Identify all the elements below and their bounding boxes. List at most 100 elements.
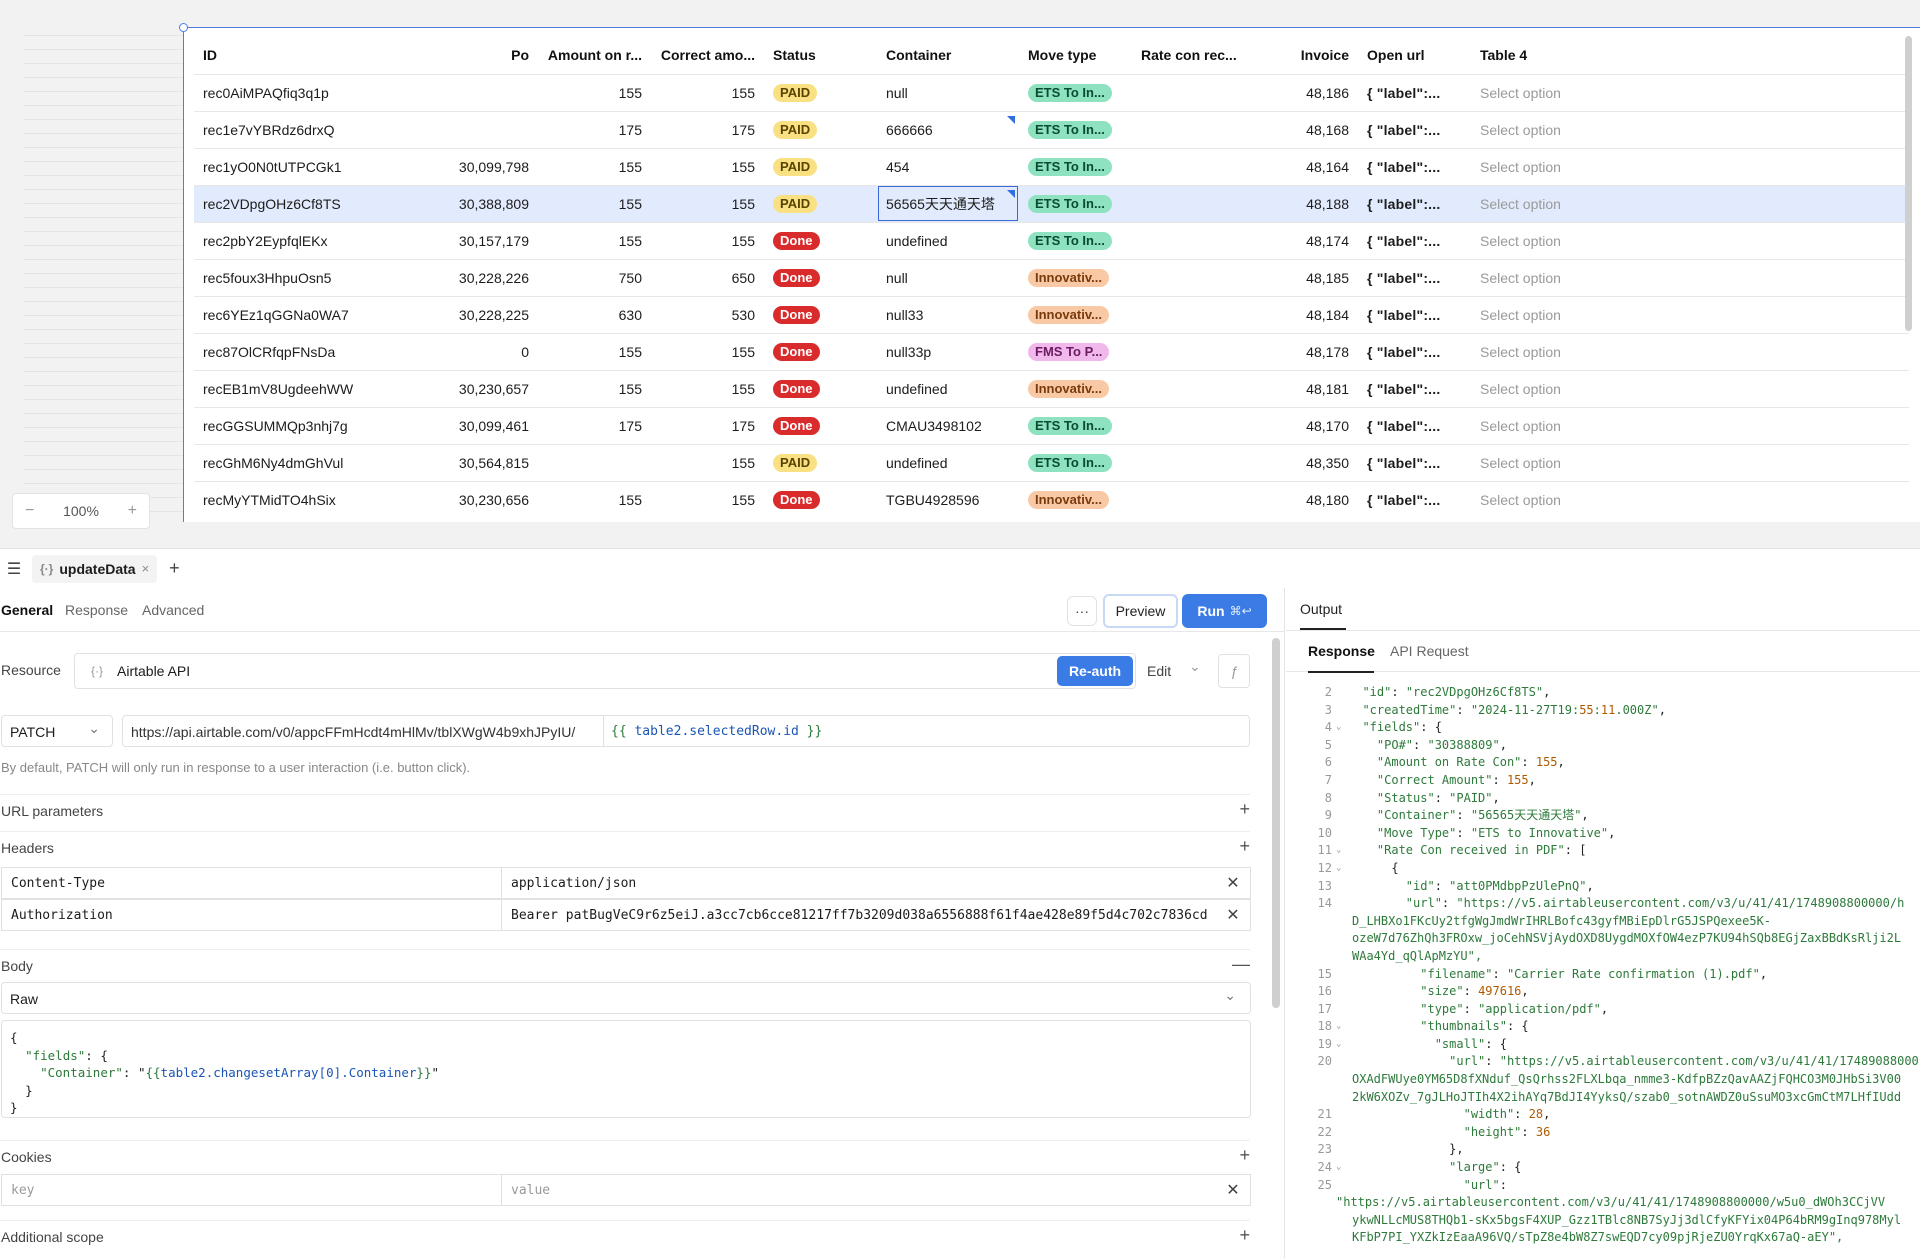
table-row[interactable]: recGhM6Ny4dmGhVul 30,564,815 155 PAID undefi… xyxy=(194,443,1909,481)
column-header[interactable]: Move type xyxy=(1028,46,1097,63)
table-cell[interactable]: 155 xyxy=(651,443,764,481)
table-cell[interactable]: ETS To In... xyxy=(1019,443,1132,481)
remove-header-icon[interactable]: ✕ xyxy=(1226,907,1240,924)
table-cell[interactable]: Select option xyxy=(1471,406,1909,444)
url-parameters-section[interactable]: URL parameters + xyxy=(0,794,1250,824)
table-cell[interactable]: 155 xyxy=(651,147,764,185)
table-cell[interactable] xyxy=(538,443,651,481)
table-cell[interactable] xyxy=(1132,184,1245,222)
table-cell[interactable]: Select option xyxy=(1471,332,1909,370)
table-cell[interactable]: FMS To P... xyxy=(1019,332,1132,370)
table-cell[interactable]: PAID xyxy=(764,443,877,481)
table-cell[interactable] xyxy=(1132,332,1245,370)
table-cell[interactable]: null33 xyxy=(877,295,1019,333)
table-cell[interactable]: 30,230,657 xyxy=(394,369,538,407)
table-cell[interactable]: CMAU3498102 xyxy=(877,406,1019,444)
table-cell[interactable]: 175 xyxy=(651,406,764,444)
table-row[interactable]: rec1yO0N0tUTPCGk1 30,099,798 155 155 PAID 454… xyxy=(194,147,1909,185)
tab-general[interactable]: General xyxy=(1,602,54,618)
editor-scrollbar[interactable] xyxy=(1272,638,1280,1008)
table-cell[interactable]: 30,230,656 xyxy=(394,480,538,518)
zoom-out-button[interactable]: − xyxy=(25,502,35,519)
table-cell[interactable]: 630 xyxy=(538,295,651,333)
table-cell[interactable]: Innovativ... xyxy=(1019,258,1132,296)
table-cell[interactable]: 155 xyxy=(651,73,764,111)
table-row[interactable]: rec0AiMPAQfiq3q1p 155 155 PAID null ETS To In… xyxy=(194,73,1909,111)
table-cell[interactable]: 48,185 xyxy=(1245,258,1358,296)
table-cell[interactable]: null33p xyxy=(877,332,1019,370)
table-cell[interactable]: Select option xyxy=(1471,443,1909,481)
table-cell[interactable]: Select option xyxy=(1471,295,1909,333)
table-cell[interactable]: ETS To In... xyxy=(1019,406,1132,444)
table-cell[interactable]: Select option xyxy=(1471,184,1909,222)
column-header[interactable]: Invoice xyxy=(1300,46,1349,63)
table-cell[interactable]: 0 xyxy=(394,332,538,370)
table-cell[interactable]: recMyYTMidTO4hSix xyxy=(194,480,394,518)
preview-button[interactable]: Preview xyxy=(1103,594,1178,628)
table-cell[interactable]: 454 xyxy=(877,147,1019,185)
table-cell[interactable]: { "label":... xyxy=(1358,295,1471,333)
table-cell[interactable]: undefined xyxy=(877,369,1019,407)
fold-icon[interactable]: ⌄ xyxy=(1336,722,1342,733)
table-row[interactable]: recMyYTMidTO4hSix 30,230,656 155 155 Done TGB… xyxy=(194,480,1909,518)
table-cell[interactable]: Innovativ... xyxy=(1019,369,1132,407)
table-cell[interactable]: 155 xyxy=(538,369,651,407)
table-cell[interactable]: rec1yO0N0tUTPCGk1 xyxy=(194,147,394,185)
table-cell[interactable]: 155 xyxy=(538,73,651,111)
table-cell[interactable]: 30,228,225 xyxy=(394,295,538,333)
response-json-viewer[interactable]: 2 "id": "rec2VDpgOHz6Cf8TS", 3 "createdTi… xyxy=(1286,684,1920,1247)
table-cell[interactable]: ETS To In... xyxy=(1019,110,1132,148)
table-row[interactable]: rec2pbY2EypfqlEKx 30,157,179 155 155 Done und… xyxy=(194,221,1909,259)
zoom-level[interactable]: 100% xyxy=(63,503,99,519)
table-row[interactable]: recEB1mV8UgdeehWW 30,230,657 155 155 Done und… xyxy=(194,369,1909,407)
table-cell[interactable]: null xyxy=(877,73,1019,111)
table-row[interactable]: rec6YEz1qGGNa0WA7 30,228,225 630 530 Done nul… xyxy=(194,295,1909,333)
table-cell[interactable]: 155 xyxy=(651,369,764,407)
table-cell[interactable]: 48,180 xyxy=(1245,480,1358,518)
table-cell[interactable]: rec87OlCRfqpFNsDa xyxy=(194,332,394,370)
column-header[interactable]: Amount on r... xyxy=(547,46,642,63)
table-cell[interactable] xyxy=(1132,369,1245,407)
table-cell[interactable]: PAID xyxy=(764,110,877,148)
header-value[interactable]: Bearer patBugVeC9r6z5eiJ.a3cc7cb6cce8121… xyxy=(511,907,1208,923)
fold-icon[interactable]: ⌄ xyxy=(1336,1021,1342,1032)
table-cell[interactable]: { "label":... xyxy=(1358,184,1471,222)
table-cell[interactable]: rec2pbY2EypfqlEKx xyxy=(194,221,394,259)
cookie-row[interactable]: key value ✕ xyxy=(1,1174,1251,1206)
table-cell[interactable]: 48,170 xyxy=(1245,406,1358,444)
table-cell[interactable]: rec1e7vYBRdz6drxQ xyxy=(194,110,394,148)
table-component[interactable]: ID Po Amount on r... Correct amo... Status Co… xyxy=(179,23,1920,522)
table-cell[interactable]: 175 xyxy=(651,110,764,148)
cookie-key-input[interactable]: key xyxy=(2,1175,502,1205)
edit-resource-button[interactable]: Edit xyxy=(1147,663,1172,679)
table-cell[interactable]: PAID xyxy=(764,147,877,185)
add-query-button[interactable]: + xyxy=(169,558,180,578)
column-header[interactable]: Open url xyxy=(1367,46,1425,63)
table-cell[interactable] xyxy=(394,110,538,148)
tab-api-request[interactable]: API Request xyxy=(1390,643,1469,659)
table-cell[interactable]: null xyxy=(877,258,1019,296)
table-cell[interactable]: Select option xyxy=(1471,147,1909,185)
cookie-value-input[interactable]: value xyxy=(511,1182,551,1198)
body-editor[interactable]: { "fields": { "Container": "{{table2.cha… xyxy=(1,1020,1251,1118)
more-options-button[interactable]: ··· xyxy=(1067,596,1097,626)
table-cell[interactable]: 48,181 xyxy=(1245,369,1358,407)
table-cell[interactable]: 48,184 xyxy=(1245,295,1358,333)
method-select[interactable]: PATCH ⌄ xyxy=(1,715,113,747)
additional-scope-section[interactable]: Additional scope + xyxy=(0,1220,1250,1250)
table-cell[interactable] xyxy=(1132,406,1245,444)
table-cell[interactable] xyxy=(1132,295,1245,333)
table-cell[interactable]: Select option xyxy=(1471,221,1909,259)
table-cell[interactable] xyxy=(1132,443,1245,481)
table-cell[interactable]: undefined xyxy=(877,221,1019,259)
resize-handle[interactable] xyxy=(179,23,188,32)
table-cell[interactable] xyxy=(1132,147,1245,185)
table-cell[interactable]: 48,188 xyxy=(1245,184,1358,222)
table-cell[interactable]: ETS To In... xyxy=(1019,147,1132,185)
table-cell[interactable]: Select option xyxy=(1471,369,1909,407)
table-cell[interactable]: TGBU4928596 xyxy=(877,480,1019,518)
table-row[interactable]: rec1e7vYBRdz6drxQ 175 175 PAID 666666 ETS To … xyxy=(194,110,1909,148)
table-cell[interactable]: rec2VDpgOHz6Cf8TS xyxy=(194,184,394,222)
collapse-body-icon[interactable]: — xyxy=(1232,954,1250,974)
table-cell[interactable]: 155 xyxy=(538,184,651,222)
